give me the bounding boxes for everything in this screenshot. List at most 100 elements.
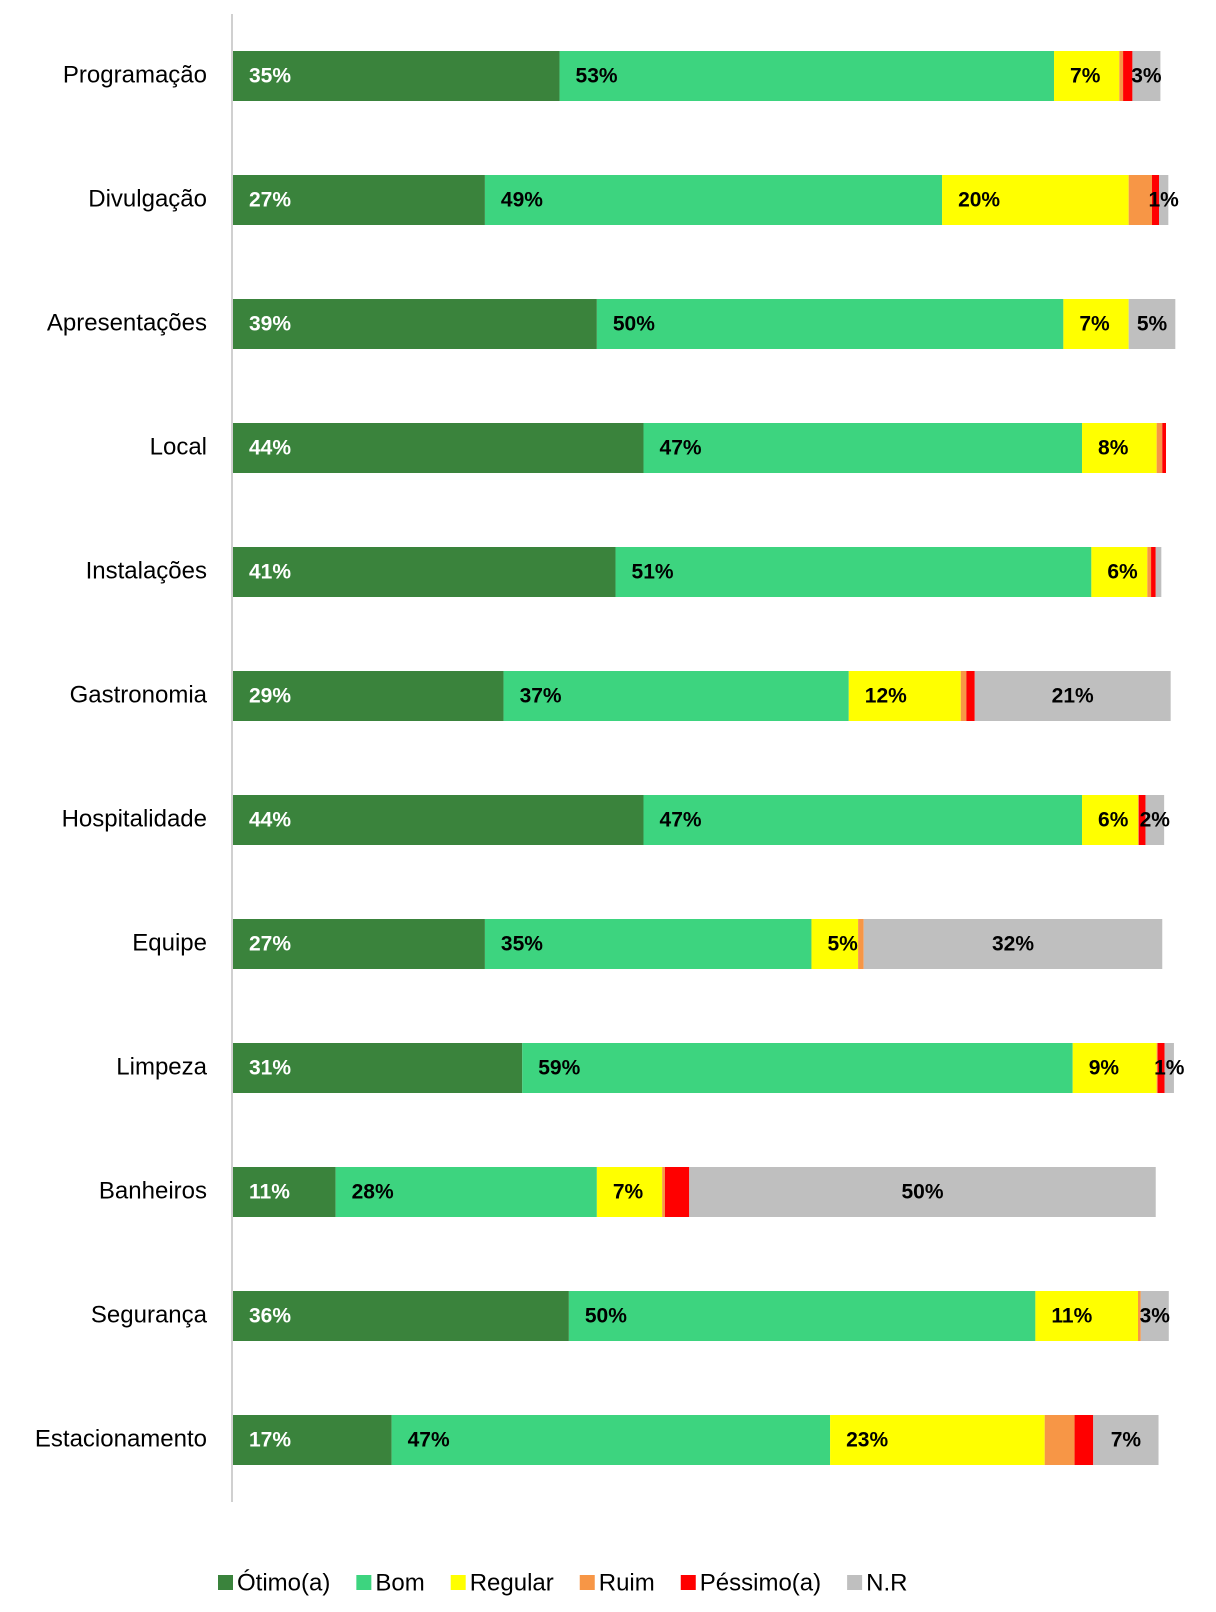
bar-segment [484,919,812,969]
bar-segment [1159,175,1169,225]
category-label: Divulgação [88,185,207,212]
legend-swatch [847,1575,863,1590]
data-label: 44% [249,437,291,460]
data-label: 1% [1148,189,1179,212]
bar-segment [1128,299,1176,349]
category-label: Programação [63,61,207,88]
bar-segment [974,671,1171,721]
bar-segment [1044,1415,1075,1465]
data-label: 36% [249,1305,291,1328]
data-label: 29% [249,685,291,708]
data-label: 50% [585,1305,627,1328]
data-label: 5% [827,933,858,956]
bar-segment [484,175,943,225]
bar-segment [1091,547,1148,597]
bar-segment [522,1043,1073,1093]
data-label: 6% [1098,809,1129,832]
bar-segment [233,547,616,597]
bar-segment [233,1291,569,1341]
bar-segment [966,671,975,721]
bar-segment [233,51,560,101]
bar-segment [1152,175,1160,225]
data-label: 2% [1140,809,1171,832]
bar-segment [1054,51,1120,101]
bar-segment [233,795,644,845]
bar-segment [1063,299,1129,349]
bar-segment [1074,1415,1094,1465]
bar-segment [1156,1043,1158,1093]
data-label: 9% [1089,1057,1120,1080]
bar-segment [233,299,597,349]
bar-segment [233,671,504,721]
bar-segment [559,51,1055,101]
data-label: 7% [1111,1429,1142,1452]
bar-segment [662,1167,665,1217]
legend-swatch [450,1575,466,1590]
legend-swatch [356,1575,372,1590]
bar-segment [1072,1043,1157,1093]
data-label: 11% [249,1181,290,1204]
bar-segment [1082,423,1157,473]
data-label: 27% [249,933,291,956]
legend-label: Bom [375,1569,424,1596]
bar-segment [1128,175,1153,225]
data-label: 12% [865,685,907,708]
bar-segment [1138,795,1146,845]
category-label: Gastronomia [70,681,208,708]
bar-segment [233,1167,336,1217]
bar-segment [848,671,961,721]
category-label: Limpeza [116,1053,207,1080]
bar-segment [615,547,1092,597]
data-label: 3% [1140,1305,1171,1328]
bar-segment [233,423,644,473]
category-label: Local [150,433,207,460]
bar-segment [689,1167,1156,1217]
bar-segment [1151,547,1156,597]
data-label: 50% [613,313,655,336]
bar-segment [1082,795,1139,845]
data-label: 1% [1154,1057,1185,1080]
data-label: 27% [249,189,291,212]
category-label: Estacionamento [35,1425,207,1452]
legend-label: Ótimo(a) [237,1569,330,1596]
bar-segment [233,1415,392,1465]
bar-segment [863,919,1163,969]
bar-segment [1155,547,1162,597]
category-label: Equipe [132,929,207,956]
data-label: 53% [576,65,618,88]
data-label: 37% [520,685,562,708]
bar-segment [596,1167,663,1217]
bar-segment [1164,1043,1174,1093]
bar-segment [1140,1291,1169,1341]
data-label: 51% [632,561,674,584]
category-label: Apresentações [47,309,207,336]
data-label: 49% [501,189,543,212]
data-label: 20% [958,189,1000,212]
bar-segment [1035,1291,1139,1341]
category-label: Instalações [86,557,207,584]
data-label: 47% [660,809,702,832]
data-label: 47% [660,437,702,460]
data-label: 11% [1051,1305,1092,1328]
data-label: 7% [613,1181,644,1204]
bar-segment [664,1167,690,1217]
legend-swatch [680,1575,696,1590]
data-label: 7% [1079,313,1110,336]
bar-segment [391,1415,831,1465]
bar-segment [1145,795,1165,845]
data-label: 6% [1107,561,1138,584]
data-label: 59% [538,1057,580,1080]
data-label: 50% [901,1181,943,1204]
data-label: 21% [1052,685,1094,708]
data-label: 39% [249,313,291,336]
data-label: 28% [352,1181,394,1204]
bar-segment [568,1291,1036,1341]
bar-segment [1138,1291,1141,1341]
data-label: 7% [1070,65,1101,88]
data-label: 5% [1137,313,1168,336]
data-label: 32% [992,933,1034,956]
bar-segment [596,299,1064,349]
bar-segment [335,1167,597,1217]
bar-segment [233,919,485,969]
bar-segment [643,795,1083,845]
